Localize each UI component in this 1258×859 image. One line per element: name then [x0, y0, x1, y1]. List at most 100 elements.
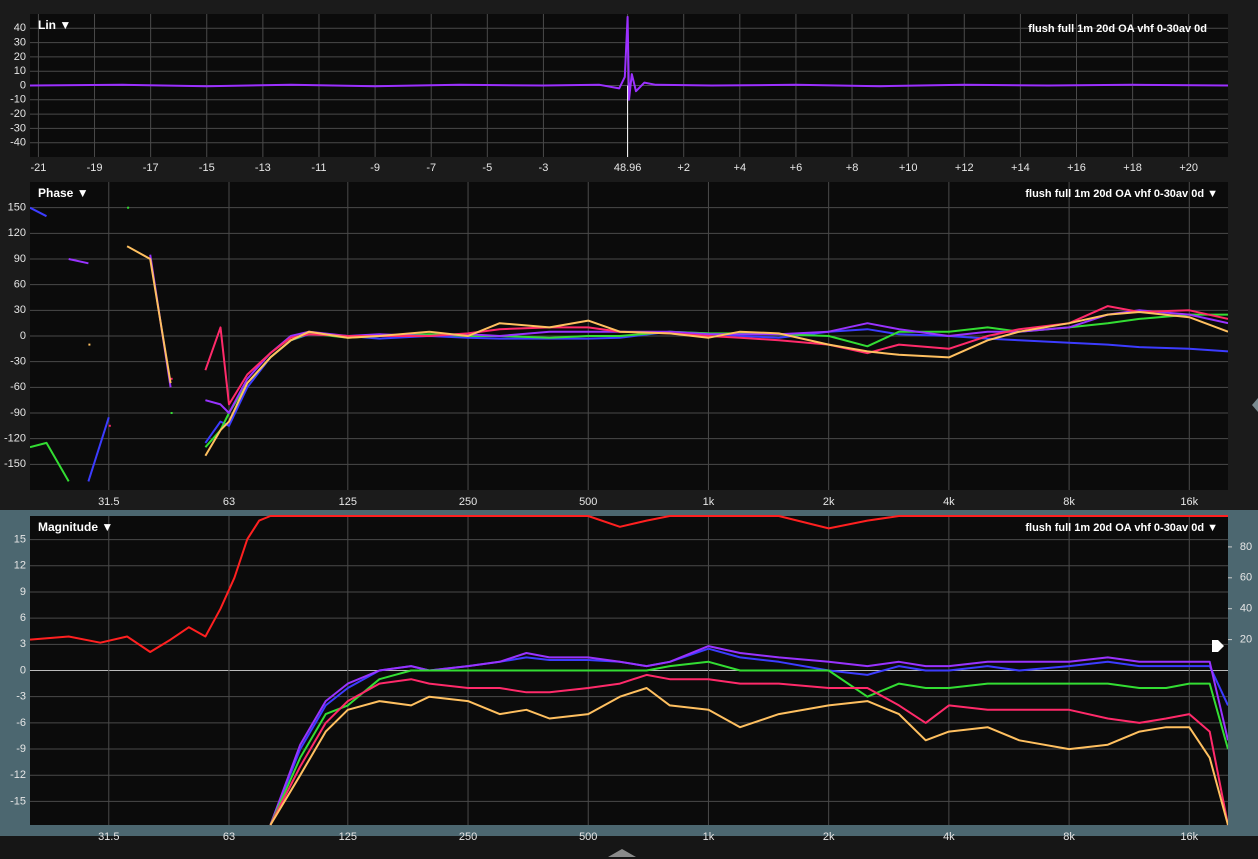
y-tick-label: 15 [14, 533, 26, 545]
panel-subtitle: flush full 1m 20d OA vhf 0-30av 0d [1028, 23, 1207, 35]
y-tick-label: 10 [14, 65, 26, 77]
x-tick-label: +18 [1123, 162, 1142, 174]
x-tick-label: -15 [199, 162, 215, 174]
y-tick-label: 0 [20, 330, 26, 342]
y-tick-label: -30 [10, 356, 26, 368]
y-tick-label: -10 [10, 94, 26, 106]
y2-tick-label: 80 [1240, 541, 1252, 553]
y-tick-label: 60 [14, 279, 26, 291]
x-tick-label: +16 [1067, 162, 1086, 174]
x-tick-label: -11 [311, 162, 326, 174]
y-tick-label: 90 [14, 253, 26, 265]
y2-tick-label: 60 [1240, 572, 1252, 584]
x-tick-label: 8k [1063, 831, 1075, 843]
series-line [269, 687, 1228, 826]
x-tick-label: -21 [30, 162, 46, 174]
y-tick-label: 30 [14, 304, 26, 316]
x-tick-label: 250 [459, 496, 477, 508]
x-tick-label: 4k [943, 496, 955, 508]
x-tick-label: +10 [899, 162, 918, 174]
x-tick-label: 63 [223, 496, 235, 508]
x-tick-label: +8 [846, 162, 859, 174]
x-tick-label: -17 [143, 162, 159, 174]
y-tick-label: -12 [10, 769, 26, 781]
x-tick-label: -13 [255, 162, 271, 174]
series-line [30, 515, 1228, 653]
y-tick-label: -90 [10, 407, 26, 419]
x-tick-label: 48.96 [614, 162, 642, 174]
y-tick-label: 3 [20, 638, 26, 650]
series-layer [30, 515, 1228, 826]
y-tick-label: -6 [16, 717, 26, 729]
x-tick-label: +20 [1179, 162, 1198, 174]
series-line [87, 416, 110, 482]
y-tick-label: 6 [20, 612, 26, 624]
y-tick-label: -3 [16, 691, 26, 703]
y2-tick-label: 40 [1240, 603, 1252, 615]
x-tick-label: 1k [703, 496, 715, 508]
y-tick-label: 150 [8, 202, 26, 214]
x-tick-label: -19 [87, 162, 103, 174]
y2-tick-label: 20 [1240, 634, 1252, 646]
x-tick-label: -7 [426, 162, 436, 174]
y-tick-label: 120 [8, 227, 26, 239]
series-line [269, 660, 1228, 826]
x-tick-label: 250 [459, 831, 477, 843]
panel-subtitle: flush full 1m 20d OA vhf 0-30av 0d ▼ [1025, 522, 1218, 534]
x-tick-label: 500 [579, 831, 597, 843]
panel-subtitle: flush full 1m 20d OA vhf 0-30av 0d ▼ [1025, 188, 1218, 200]
y-tick-label: 20 [14, 51, 26, 63]
x-tick-label: 500 [579, 496, 597, 508]
y-tick-label: -150 [4, 458, 26, 470]
reference-handle[interactable] [1212, 640, 1224, 652]
x-tick-label: +2 [677, 162, 690, 174]
bottom-bar [0, 836, 1258, 859]
series-line [126, 245, 172, 384]
y-tick-label: -15 [10, 795, 26, 807]
panel-title: Magnitude ▼ [38, 520, 113, 534]
x-tick-label: 16k [1180, 496, 1198, 508]
y-tick-label: 12 [14, 560, 26, 572]
y-tick-label: -60 [10, 381, 26, 393]
x-tick-label: 8k [1063, 496, 1075, 508]
series-line [269, 645, 1228, 826]
series-line [68, 258, 89, 265]
x-tick-label: -5 [482, 162, 492, 174]
series-line [30, 441, 70, 482]
series-layer [30, 206, 1228, 482]
x-tick-label: 1k [703, 831, 715, 843]
y-tick-label: 9 [20, 586, 26, 598]
y-tick-label: -20 [10, 108, 26, 120]
panel-resize-handle[interactable] [608, 849, 636, 857]
x-tick-label: 2k [823, 496, 835, 508]
y-tick-label: 0 [20, 664, 26, 676]
x-tick-label: 4k [943, 831, 955, 843]
series-line [30, 15, 1228, 101]
x-tick-label: -9 [370, 162, 380, 174]
x-tick-label: +6 [790, 162, 803, 174]
x-tick-label: 125 [339, 831, 357, 843]
x-tick-label: +12 [955, 162, 974, 174]
y-tick-label: -120 [4, 433, 26, 445]
panel-title: Lin ▼ [38, 18, 71, 32]
x-tick-label: 125 [339, 496, 357, 508]
side-handle[interactable] [1252, 398, 1258, 412]
y-tick-label: -40 [10, 137, 26, 149]
y-tick-label: 30 [14, 37, 26, 49]
series-line [30, 206, 47, 218]
series-layer [30, 15, 1228, 101]
x-tick-label: +4 [734, 162, 747, 174]
y-tick-label: -9 [16, 743, 26, 755]
series-line [269, 673, 1228, 826]
y-tick-label: 40 [14, 22, 26, 34]
x-tick-label: 16k [1180, 831, 1198, 843]
x-tick-label: 2k [823, 831, 835, 843]
panel-title: Phase ▼ [38, 186, 89, 200]
x-tick-label: 31.5 [98, 496, 119, 508]
x-tick-label: 31.5 [98, 831, 119, 843]
x-tick-label: 63 [223, 831, 235, 843]
y-tick-label: 0 [20, 79, 26, 91]
x-tick-label: -3 [539, 162, 549, 174]
